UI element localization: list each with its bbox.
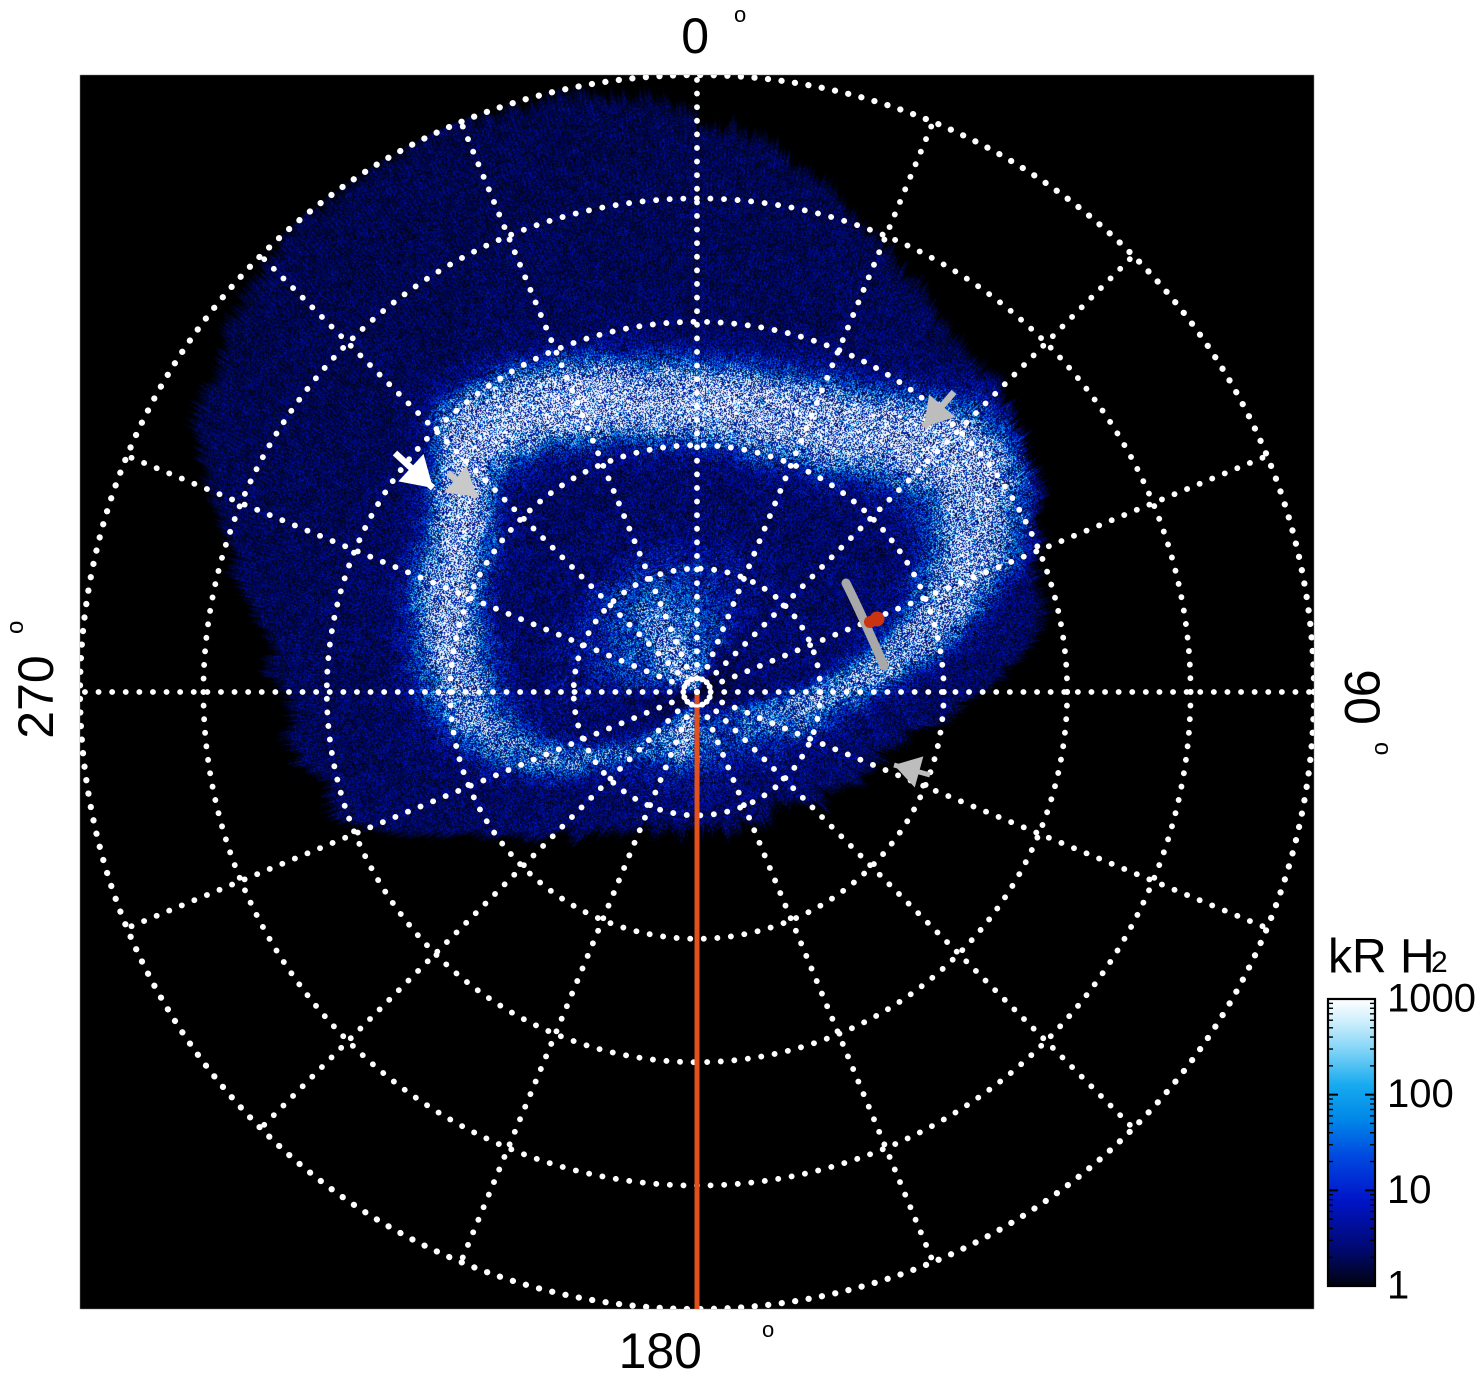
svg-text:0: 0 — [681, 8, 709, 64]
svg-text:100: 100 — [1387, 1072, 1454, 1116]
svg-text:2: 2 — [1431, 946, 1448, 979]
svg-text:o: o — [2, 621, 29, 634]
svg-text:90: 90 — [1334, 669, 1390, 725]
svg-text:o: o — [1369, 742, 1396, 755]
svg-text:180: 180 — [619, 1323, 702, 1379]
svg-text:10: 10 — [1387, 1168, 1432, 1212]
svg-text:1000: 1000 — [1387, 977, 1476, 1021]
svg-text:1: 1 — [1387, 1264, 1409, 1308]
svg-text:270: 270 — [8, 655, 64, 738]
svg-text:o: o — [734, 2, 746, 27]
svg-text:o: o — [762, 1317, 774, 1342]
